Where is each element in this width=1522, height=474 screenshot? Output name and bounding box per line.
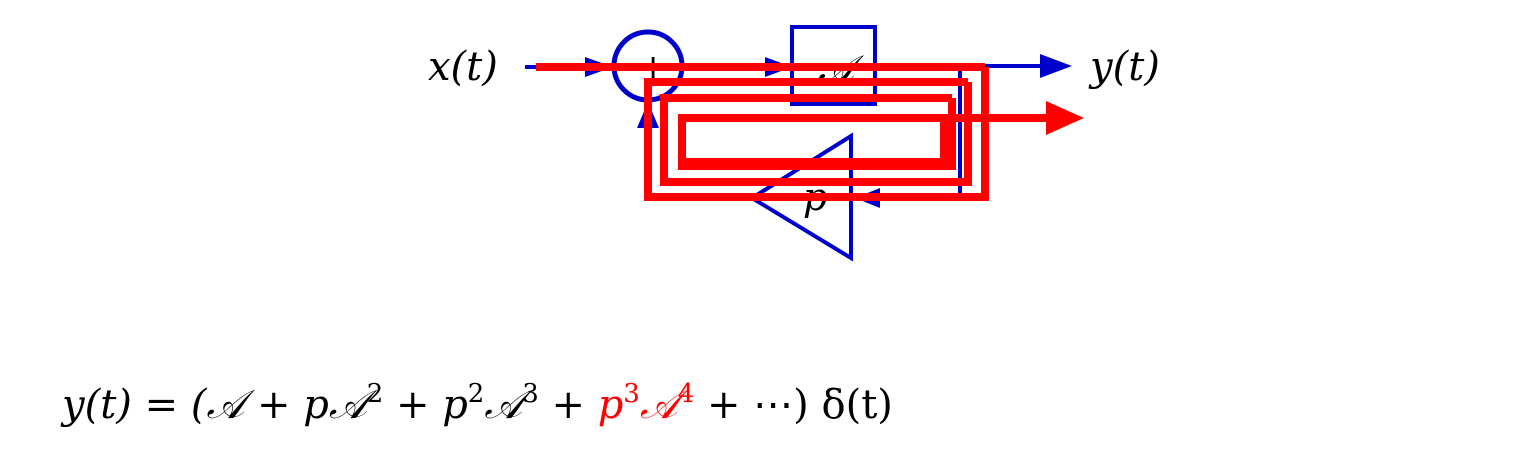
equation-lhs: y(t) = ( bbox=[60, 382, 208, 428]
signal-path-loop-2 bbox=[660, 82, 972, 186]
equation-tail: + ⋯) δ(t) bbox=[694, 382, 893, 428]
signal-path-inner-loop bbox=[678, 114, 948, 166]
signal-path-spiral bbox=[536, 63, 1048, 201]
equation-term-3-coef: p bbox=[442, 382, 468, 428]
input-label: x(t) bbox=[428, 44, 498, 90]
block-diagram: x(t) + 𝒜 y(t) bbox=[428, 25, 1160, 262]
equation-term-4-coef: p bbox=[598, 382, 624, 428]
equation-plus-2: + bbox=[383, 382, 442, 428]
equation-plus-1: + bbox=[244, 382, 303, 428]
signal-path-loop-3 bbox=[678, 98, 1048, 170]
equation-term-4-exp: 4 bbox=[678, 379, 695, 409]
equation-term-3-exp: 3 bbox=[522, 379, 539, 409]
equation-term-4-coef-exp: 3 bbox=[623, 379, 640, 409]
equation-term-2-coef: p bbox=[303, 382, 329, 428]
signal-path-output-arrowhead bbox=[1046, 101, 1084, 135]
output-label: y(t) bbox=[1088, 44, 1160, 90]
signal-path-loop-1 bbox=[644, 67, 989, 201]
equation-plus-3: + bbox=[539, 382, 598, 428]
equation-term-2-exp: 2 bbox=[367, 379, 384, 409]
equation-term-3-coef-exp: 2 bbox=[468, 379, 485, 409]
impulse-response-equation: y(t) = (𝒜 + p𝒜2 + p2𝒜3 + p3𝒜4 + ⋯) δ(t) bbox=[60, 379, 893, 428]
